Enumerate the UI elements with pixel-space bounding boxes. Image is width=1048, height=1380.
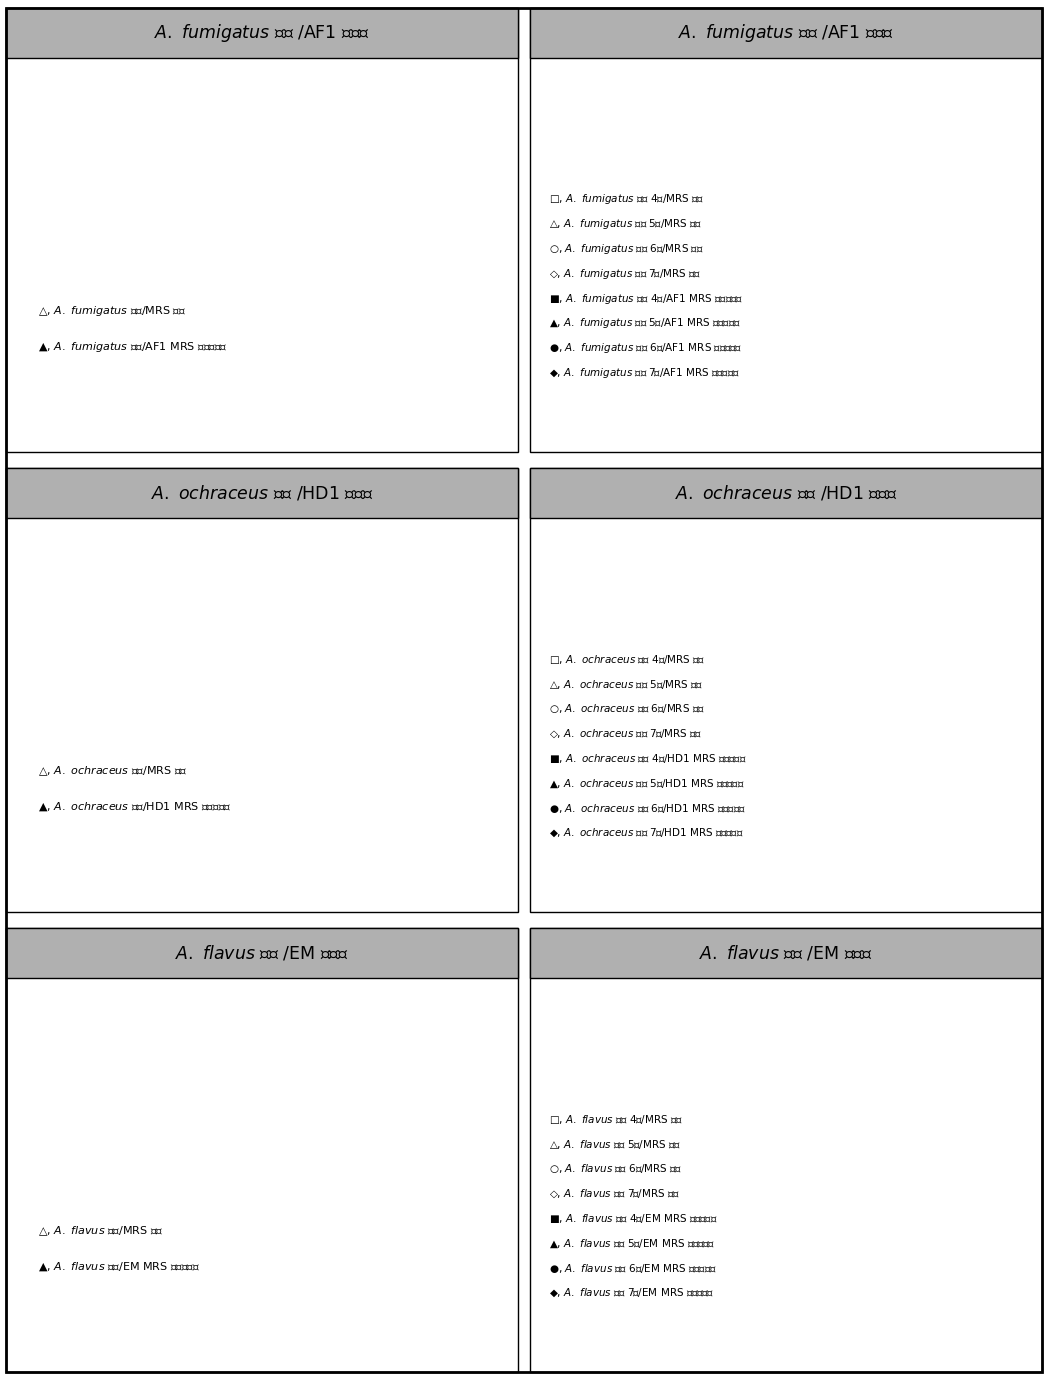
Text: △, $\it{A.\ flavus}$ 포자 5승/MRS 배지: △, $\it{A.\ flavus}$ 포자 5승/MRS 배지 — [549, 1137, 681, 1151]
Text: $\it{A.\ fumigatus}$ 균사 /AF1 상징액: $\it{A.\ fumigatus}$ 균사 /AF1 상징액 — [154, 22, 370, 44]
Y-axis label: $A_{600}$: $A_{600}$ — [543, 575, 559, 602]
Y-axis label: $A_{600}$: $A_{600}$ — [22, 172, 38, 200]
X-axis label: days: days — [790, 1129, 821, 1141]
Y-axis label: $A_{600}$: $A_{600}$ — [22, 1092, 38, 1119]
Text: $\it{A.\ flavus}$ 균사 /EM 상징액: $\it{A.\ flavus}$ 균사 /EM 상징액 — [175, 944, 349, 963]
Text: △, $\it{A.\ ochraceus}$ 균사/MRS 배지: △, $\it{A.\ ochraceus}$ 균사/MRS 배지 — [38, 765, 188, 778]
Text: ●, $\it{A.\ fumigatus}$ 포자 6승/AF1 MRS 배양상징액: ●, $\it{A.\ fumigatus}$ 포자 6승/AF1 MRS 배양… — [549, 341, 742, 355]
X-axis label: Time (hr): Time (hr) — [255, 323, 311, 337]
Text: △, $\it{A.\ fumigatus}$ 균사/MRS 배지: △, $\it{A.\ fumigatus}$ 균사/MRS 배지 — [38, 304, 185, 317]
Text: □, $\it{A.\ fumigatus}$ 포자 4승/MRS 배지: □, $\it{A.\ fumigatus}$ 포자 4승/MRS 배지 — [549, 192, 704, 206]
Text: □, $\it{A.\ flavus}$ 포자 4승/MRS 배지: □, $\it{A.\ flavus}$ 포자 4승/MRS 배지 — [549, 1112, 683, 1126]
Text: ○, $\it{A.\ ochraceus}$ 포자 6승/MRS 배지: ○, $\it{A.\ ochraceus}$ 포자 6승/MRS 배지 — [549, 702, 705, 715]
Text: ■, $\it{A.\ flavus}$ 포자 4승/EM MRS 배양상징액: ■, $\it{A.\ flavus}$ 포자 4승/EM MRS 배양상징액 — [549, 1212, 718, 1225]
Text: ▲, $\it{A.\ ochraceus}$ 포자 5승/HD1 MRS 배양상징액: ▲, $\it{A.\ ochraceus}$ 포자 5승/HD1 MRS 배양… — [549, 777, 745, 789]
Text: ○, $\it{A.\ flavus}$ 포자 6승/MRS 배지: ○, $\it{A.\ flavus}$ 포자 6승/MRS 배지 — [549, 1162, 682, 1176]
Y-axis label: $A_{600}$: $A_{600}$ — [22, 632, 38, 660]
X-axis label: days: days — [790, 668, 821, 682]
X-axis label: Time (hr): Time (hr) — [255, 782, 311, 796]
Y-axis label: $A_{600}$: $A_{600}$ — [543, 1035, 559, 1063]
Text: $\it{A.\ flavus}$ 포자 /EM 상징액: $\it{A.\ flavus}$ 포자 /EM 상징액 — [699, 944, 873, 963]
Text: ●, $\it{A.\ flavus}$ 포자 6승/EM MRS 배양상징액: ●, $\it{A.\ flavus}$ 포자 6승/EM MRS 배양상징액 — [549, 1261, 717, 1275]
Text: $\it{A.\ fumigatus}$ 포자 /AF1 상징액: $\it{A.\ fumigatus}$ 포자 /AF1 상징액 — [678, 22, 894, 44]
Text: ▲, $\it{A.\ fumigatus}$ 포자 5승/AF1 MRS 배양상징액: ▲, $\it{A.\ fumigatus}$ 포자 5승/AF1 MRS 배양… — [549, 316, 741, 330]
Text: △, $\it{A.\ ochraceus}$ 포자 5승/MRS 배지: △, $\it{A.\ ochraceus}$ 포자 5승/MRS 배지 — [549, 678, 703, 690]
Text: ▲, $\it{A.\ flavus}$ 균사/EM MRS 배양상징액: ▲, $\it{A.\ flavus}$ 균사/EM MRS 배양상징액 — [38, 1260, 200, 1274]
Text: ◆, $\it{A.\ flavus}$ 포자 7승/EM MRS 배양상징액: ◆, $\it{A.\ flavus}$ 포자 7승/EM MRS 배양상징액 — [549, 1286, 715, 1300]
X-axis label: days: days — [790, 208, 821, 222]
Y-axis label: $A_{600}$: $A_{600}$ — [543, 115, 559, 142]
Text: ▲, $\it{A.\ flavus}$ 포자 5승/EM MRS 배양상징액: ▲, $\it{A.\ flavus}$ 포자 5승/EM MRS 배양상징액 — [549, 1236, 716, 1250]
Text: △, $\it{A.\ fumigatus}$ 포자 5승/MRS 배지: △, $\it{A.\ fumigatus}$ 포자 5승/MRS 배지 — [549, 217, 702, 230]
X-axis label: Time (hr): Time (hr) — [255, 1243, 311, 1256]
Text: $\it{A.\ ochraceus}$ 포자 /HD1 상징액: $\it{A.\ ochraceus}$ 포자 /HD1 상징액 — [675, 483, 897, 502]
Text: □, $\it{A.\ ochraceus}$ 포자 4승/MRS 배지: □, $\it{A.\ ochraceus}$ 포자 4승/MRS 배지 — [549, 653, 705, 665]
Text: ■, $\it{A.\ fumigatus}$ 포자 4승/AF1 MRS 배양상징액: ■, $\it{A.\ fumigatus}$ 포자 4승/AF1 MRS 배양… — [549, 291, 743, 305]
Text: ◇, $\it{A.\ fumigatus}$ 포자 7승/MRS 배지: ◇, $\it{A.\ fumigatus}$ 포자 7승/MRS 배지 — [549, 266, 701, 280]
Text: $\it{A.\ ochraceus}$ 균사 /HD1 상징액: $\it{A.\ ochraceus}$ 균사 /HD1 상징액 — [151, 483, 373, 502]
Text: ◆, $\it{A.\ ochraceus}$ 포자 7승/HD1 MRS 배양상징액: ◆, $\it{A.\ ochraceus}$ 포자 7승/HD1 MRS 배양… — [549, 827, 744, 839]
Text: ●, $\it{A.\ ochraceus}$ 포자 6승/HD1 MRS 배양상징액: ●, $\it{A.\ ochraceus}$ 포자 6승/HD1 MRS 배양… — [549, 802, 746, 814]
Text: ◇, $\it{A.\ ochraceus}$ 포자 7승/MRS 배지: ◇, $\it{A.\ ochraceus}$ 포자 7승/MRS 배지 — [549, 727, 702, 740]
Text: ◆, $\it{A.\ fumigatus}$ 포자 7승/AF1 MRS 배양상징액: ◆, $\it{A.\ fumigatus}$ 포자 7승/AF1 MRS 배양… — [549, 366, 740, 380]
Text: △, $\it{A.\ flavus}$ 균사/MRS 배지: △, $\it{A.\ flavus}$ 균사/MRS 배지 — [38, 1224, 163, 1238]
Text: ◇, $\it{A.\ flavus}$ 포자 7승/MRS 배지: ◇, $\it{A.\ flavus}$ 포자 7승/MRS 배지 — [549, 1187, 680, 1201]
Text: ▲, $\it{A.\ fumigatus}$ 균사/AF1 MRS 배양상징액: ▲, $\it{A.\ fumigatus}$ 균사/AF1 MRS 배양상징액 — [38, 339, 227, 353]
Text: ○, $\it{A.\ fumigatus}$ 포자 6승/MRS 배지: ○, $\it{A.\ fumigatus}$ 포자 6승/MRS 배지 — [549, 241, 704, 255]
Text: ■, $\it{A.\ ochraceus}$ 포자 4승/HD1 MRS 배양상징액: ■, $\it{A.\ ochraceus}$ 포자 4승/HD1 MRS 배양… — [549, 752, 747, 765]
Text: ▲, $\it{A.\ ochraceus}$ 균사/HD1 MRS 배양상징액: ▲, $\it{A.\ ochraceus}$ 균사/HD1 MRS 배양상징액 — [38, 800, 232, 813]
